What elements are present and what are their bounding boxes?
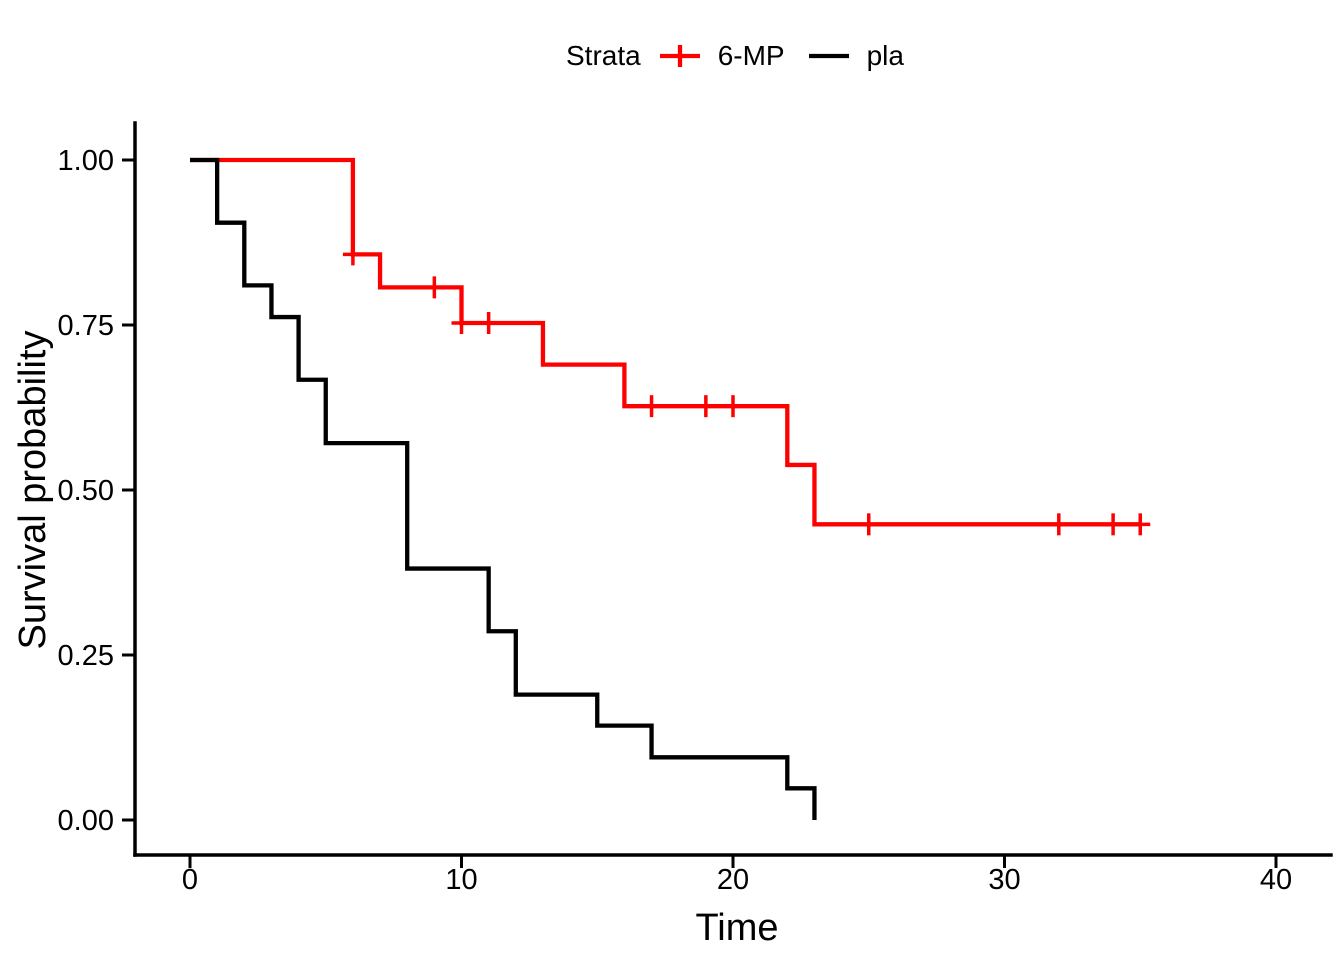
y-tick-label: 0.50: [58, 475, 114, 507]
censor-mark: [1130, 513, 1151, 536]
y-tick-label: 1.00: [58, 145, 114, 177]
y-axis-title: Survival probability: [12, 331, 54, 650]
censor-marks: [342, 243, 1151, 536]
x-tick-label: 30: [988, 864, 1020, 896]
censor-mark: [695, 395, 716, 418]
survival-curves: [190, 157, 1141, 820]
y-tick-label: 0.00: [58, 805, 114, 837]
x-tick-label: 10: [445, 864, 477, 896]
censor-mark: [451, 312, 472, 335]
legend-title: Strata: [566, 40, 641, 71]
legend-item-placebo: pla: [808, 34, 904, 78]
x-tick-label: 0: [182, 864, 198, 896]
line-key-icon: [808, 53, 849, 59]
censor-mark: [478, 312, 499, 335]
survival-curve-pla: [190, 157, 817, 820]
censor-mark: [1103, 513, 1124, 536]
x-tick-label: 20: [717, 864, 749, 896]
censor-mark: [641, 395, 662, 418]
axes: [133, 121, 1333, 857]
censor-mark: [1048, 513, 1069, 536]
censor-mark: [858, 513, 879, 536]
censor-mark: [723, 395, 743, 418]
legend-label-placebo: pla: [866, 40, 904, 71]
axis-tick-labels: 0 10 20 30 40 0.00 0.25 0.50 0.75 1.00: [58, 145, 1293, 896]
y-tick-label: 0.75: [58, 310, 114, 342]
x-axis-title: Time: [695, 907, 778, 949]
survival-curve-6-mp: [190, 157, 1141, 527]
legend: Strata 6-MP pla: [566, 34, 904, 78]
censor-mark: [342, 243, 363, 266]
x-tick-label: 40: [1260, 864, 1292, 896]
y-tick-label: 0.25: [58, 640, 114, 672]
legend-item-6mp: 6-MP: [659, 34, 785, 78]
censor-mark: [424, 276, 445, 299]
legend-label-6mp: 6-MP: [717, 40, 785, 71]
axis-ticks: [122, 158, 1278, 868]
censor-line-key-icon: [659, 45, 700, 67]
